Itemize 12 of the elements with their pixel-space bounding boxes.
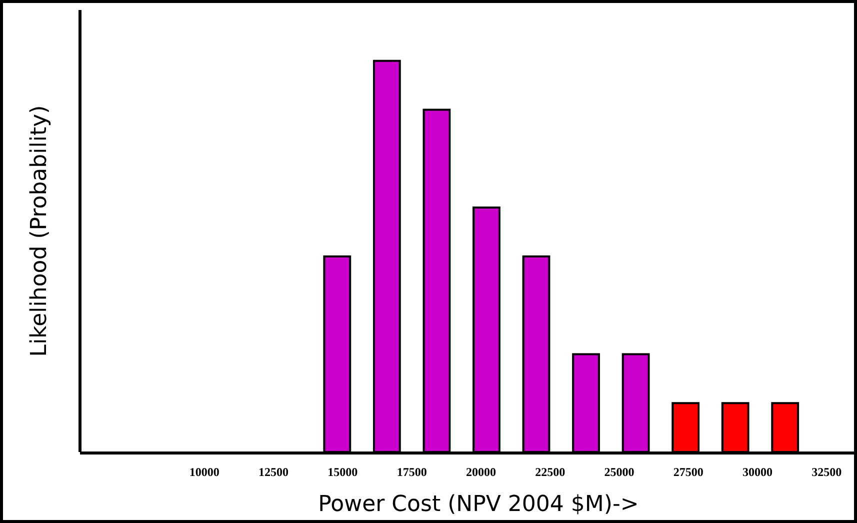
x-tick-label: 27500 [673,465,704,479]
x-tick-label: 25000 [604,465,634,479]
x-axis-title: Power Cost (NPV 2004 $M)-> [318,492,639,517]
x-tick-label: 20000 [466,465,496,479]
x-tick-label: 12500 [258,465,289,479]
x-tick-label: 17500 [396,465,427,479]
x-tick-label: 30000 [742,465,772,479]
y-axis-title: Likelihood (Probability) [27,105,52,357]
x-tick-label: 22500 [535,465,566,479]
x-tick-label: 15000 [328,465,358,479]
x-tick-label: 32500 [812,465,842,479]
x-tick-label: 10000 [189,465,220,479]
